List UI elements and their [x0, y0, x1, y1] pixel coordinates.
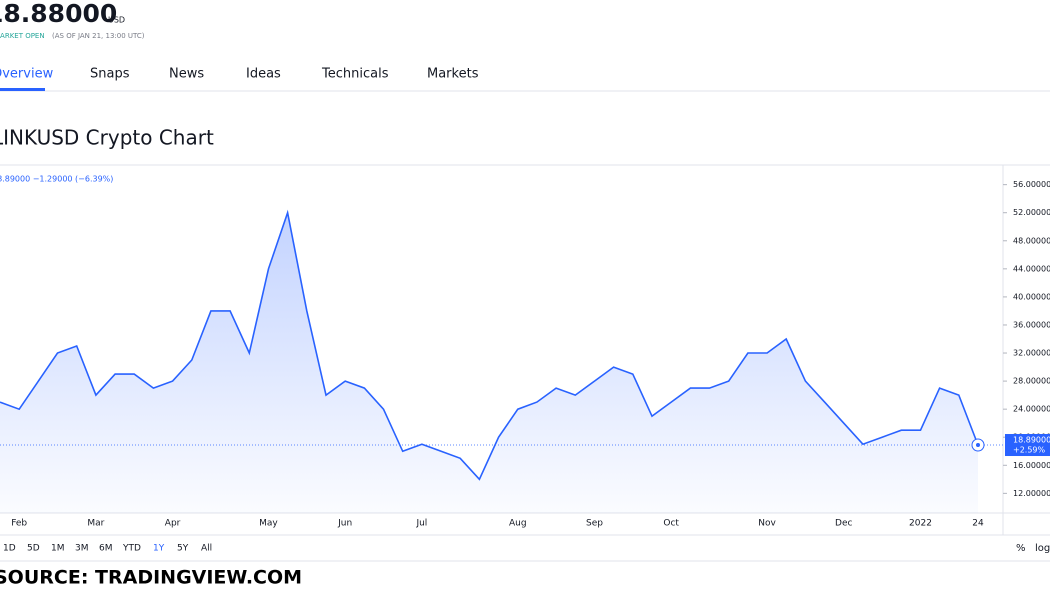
range-button[interactable]: 6M — [99, 544, 113, 554]
x-tick-label: Jul — [415, 519, 427, 529]
x-tick-label: Apr — [165, 519, 181, 529]
tab[interactable]: Markets — [427, 67, 479, 82]
y-tick-label: 52.00000 — [1013, 208, 1050, 217]
range-button[interactable]: 1D — [3, 544, 16, 554]
x-tick-label: Jun — [337, 519, 352, 529]
range-button[interactable]: YTD — [122, 544, 141, 554]
x-tick-label: Dec — [835, 519, 852, 529]
tab-underline — [0, 88, 45, 91]
range-button[interactable]: All — [201, 544, 212, 554]
y-tick-label: 24.00000 — [1013, 405, 1050, 414]
x-tick-label: Feb — [11, 519, 27, 529]
scale-option[interactable]: log — [1035, 543, 1050, 554]
market-status: MARKET OPEN — [0, 32, 45, 40]
area — [0, 212, 978, 513]
chart-title: LINKUSD Crypto Chart — [0, 126, 214, 150]
price-tag-label: 18.89000 — [1013, 436, 1050, 445]
y-tick-label: 44.00000 — [1013, 264, 1050, 273]
x-tick-label: Mar — [87, 519, 104, 529]
range-button[interactable]: 5D — [27, 544, 40, 554]
range-button[interactable]: 5Y — [177, 544, 189, 554]
y-tick-label: 48.00000 — [1013, 236, 1050, 245]
price-tag — [1005, 434, 1050, 457]
y-tick-label: 40.00000 — [1013, 292, 1050, 301]
y-tick-label: 28.00000 — [1013, 377, 1050, 386]
x-tick-label: 24 — [972, 519, 984, 529]
y-tick-label: 16.00000 — [1013, 461, 1050, 470]
as-of: (AS OF JAN 21, 13:00 UTC) — [52, 32, 145, 40]
y-tick-label: 56.00000 — [1013, 180, 1050, 189]
y-tick-label: 36.00000 — [1013, 320, 1050, 329]
x-tick-label: 2022 — [909, 519, 932, 529]
source: SOURCE: TRADINGVIEW.COM — [0, 567, 302, 589]
range-button[interactable]: 1Y — [153, 544, 165, 554]
x-tick-label: Aug — [509, 519, 527, 529]
price-line — [0, 209, 979, 481]
y-tick-label: 12.00000 — [1013, 489, 1050, 498]
tab[interactable]: Technicals — [321, 67, 389, 82]
last-point-dot — [976, 443, 980, 448]
tab[interactable]: Ideas — [246, 67, 281, 82]
tab[interactable]: News — [169, 67, 204, 82]
tab[interactable]: Overview — [0, 67, 54, 82]
currency: USD — [108, 16, 125, 25]
range-button[interactable]: 3M — [75, 544, 89, 554]
price: 18.88000 — [0, 0, 117, 28]
x-tick-label: Nov — [758, 519, 776, 529]
range-button[interactable]: 1M — [51, 544, 65, 554]
chart-legend: 18.89000 −1.29000 (−6.39%) — [0, 175, 113, 184]
y-tick-label: 32.00000 — [1013, 349, 1050, 358]
tab[interactable]: Snaps — [90, 67, 130, 82]
scale-option[interactable]: % — [1016, 543, 1026, 554]
x-tick-label: May — [259, 519, 278, 529]
x-tick-label: Sep — [586, 519, 603, 529]
x-tick-label: Oct — [663, 519, 679, 529]
price-tag-change: +2.59% — [1013, 446, 1046, 455]
